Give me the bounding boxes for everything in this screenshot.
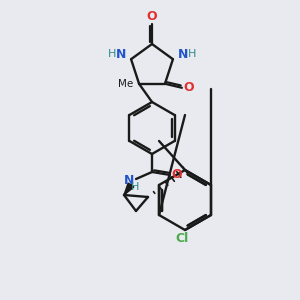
Text: Me: Me	[118, 79, 134, 89]
Text: Cl: Cl	[176, 232, 189, 244]
Text: O: O	[147, 11, 157, 23]
Text: O: O	[184, 81, 194, 94]
Text: N: N	[116, 48, 126, 61]
Text: O: O	[172, 169, 182, 182]
Text: H: H	[188, 49, 196, 59]
Text: H: H	[108, 49, 116, 59]
Text: N: N	[124, 173, 134, 187]
Text: N: N	[178, 48, 188, 61]
Text: H: H	[131, 182, 139, 192]
Polygon shape	[124, 183, 134, 195]
